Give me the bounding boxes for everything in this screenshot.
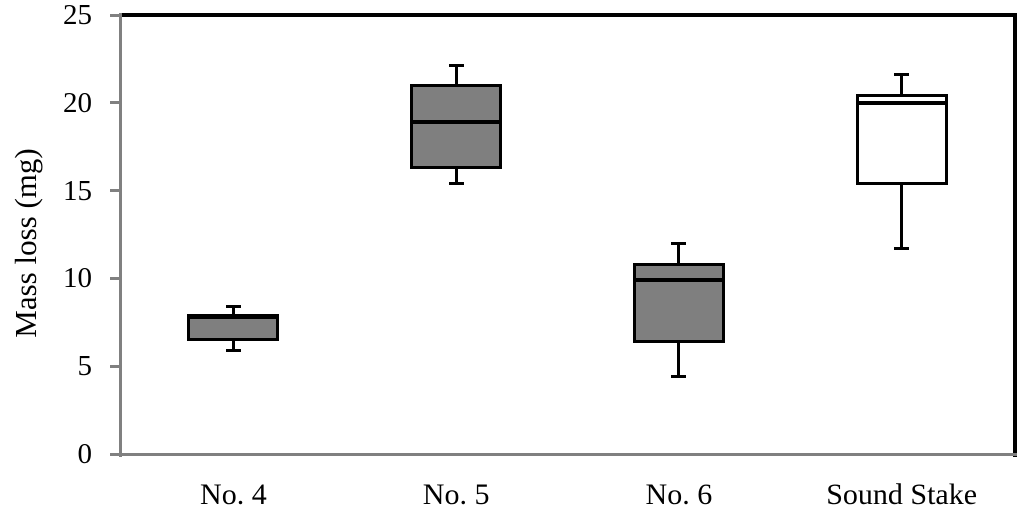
whisker-lower	[900, 183, 904, 249]
whisker-cap-lower	[448, 182, 464, 186]
y-axis-line	[119, 13, 122, 457]
x-tick-label: No. 6	[645, 478, 713, 511]
median-line	[410, 120, 503, 124]
median-line	[855, 101, 948, 105]
whisker-cap-lower	[894, 247, 910, 251]
whisker-cap-upper	[225, 304, 241, 308]
y-tick-mark	[110, 101, 122, 105]
box-3	[632, 262, 725, 344]
whisker-cap-lower	[671, 375, 687, 379]
whisker-cap-upper	[671, 241, 687, 245]
y-tick-label: 0	[77, 438, 93, 470]
x-tick-label: No. 5	[422, 478, 490, 511]
whisker-lower	[231, 339, 235, 351]
whisker-lower	[454, 167, 458, 184]
whisker-cap-lower	[225, 348, 241, 352]
box-4	[855, 94, 948, 186]
whisker-cap-upper	[448, 64, 464, 68]
x-tick-label: Sound Stake	[826, 478, 978, 511]
plot-border-top	[119, 13, 1017, 17]
y-tick-label: 25	[63, 0, 92, 31]
y-tick-mark	[110, 189, 122, 193]
median-line	[187, 315, 280, 319]
median-line	[632, 278, 725, 282]
whisker-upper	[231, 306, 235, 316]
y-tick-label: 10	[63, 262, 92, 295]
whisker-upper	[454, 65, 458, 86]
y-tick-mark	[110, 364, 122, 368]
x-axis-line	[112, 453, 1017, 456]
y-tick-mark	[110, 13, 122, 17]
box-2	[410, 83, 503, 170]
whisker-upper	[677, 243, 681, 265]
y-tick-mark	[110, 276, 122, 280]
whisker-cap-upper	[894, 73, 910, 77]
whisker-lower	[677, 341, 681, 377]
y-tick-label: 15	[63, 174, 92, 207]
y-tick-mark	[110, 452, 122, 456]
plot-border-right	[1013, 13, 1017, 457]
y-tick-label: 5	[77, 350, 93, 383]
x-tick-label: No. 4	[200, 478, 267, 511]
whisker-upper	[900, 74, 904, 96]
y-tick-label: 20	[63, 86, 92, 119]
